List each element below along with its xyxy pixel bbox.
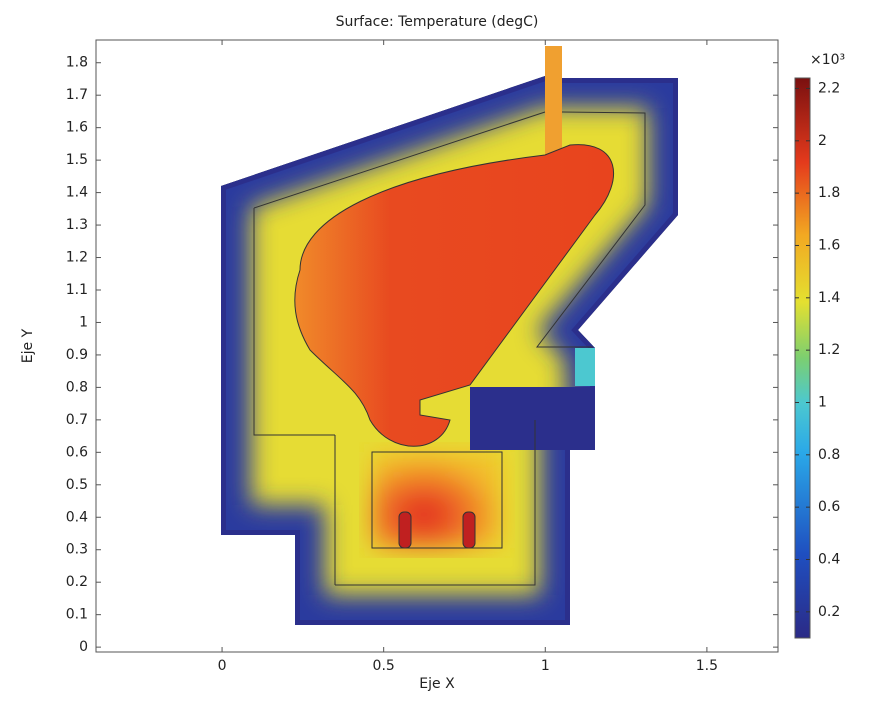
y-tick-label: 0.6: [66, 444, 88, 460]
y-axis-label: Eje Y: [20, 328, 36, 363]
x-tick-label: 0.5: [373, 658, 395, 674]
colorbar-tick-label: 0.8: [818, 447, 840, 463]
y-tick-label: 0.1: [66, 607, 88, 623]
y-tick-label: 0.9: [66, 347, 88, 363]
colorbar-tick-label: 2.2: [818, 80, 840, 96]
y-tick-label: 0.2: [66, 574, 88, 590]
x-tick-label: 0: [218, 658, 227, 674]
chart-title: Surface: Temperature (degC): [336, 14, 539, 30]
y-tick-label: 0.4: [66, 509, 88, 525]
x-tick-label: 1: [541, 658, 550, 674]
y-tick-label: 1.2: [66, 250, 88, 266]
colorbar-tick-label: 1.4: [818, 290, 840, 306]
colorbar-tick-label: 0.6: [818, 499, 840, 515]
x-tick-label: 1.5: [696, 658, 718, 674]
colorbar-tick-label: 1.2: [818, 342, 840, 358]
y-tick-label: 1.5: [66, 152, 88, 168]
y-tick-label: 0.3: [66, 542, 88, 558]
colorbar-tick-label: 0.4: [818, 551, 840, 567]
colorbar-tick-label: 2: [818, 133, 827, 149]
y-tick-label: 1.1: [66, 282, 88, 298]
y-tick-label: 1.4: [66, 185, 88, 201]
y-tick-label: 1.8: [66, 55, 88, 71]
colorbar-tick-label: 1: [818, 394, 827, 410]
y-tick-label: 1: [79, 314, 88, 330]
y-tick-label: 1.7: [66, 87, 88, 103]
colorbar-multiplier: ×10³: [810, 52, 845, 68]
y-tick-label: 0: [79, 639, 88, 655]
colorbar: [794, 77, 811, 639]
y-tick-label: 1.6: [66, 120, 88, 136]
colorbar-tick-label: 1.8: [818, 185, 840, 201]
y-tick-label: 1.3: [66, 217, 88, 233]
y-tick-label: 0.7: [66, 412, 88, 428]
x-axis-label: Eje X: [419, 676, 455, 692]
y-tick-label: 0.8: [66, 379, 88, 395]
colorbar-tick-label: 1.6: [818, 237, 840, 253]
colorbar-tick-label: 0.2: [818, 604, 840, 620]
y-tick-label: 0.5: [66, 477, 88, 493]
